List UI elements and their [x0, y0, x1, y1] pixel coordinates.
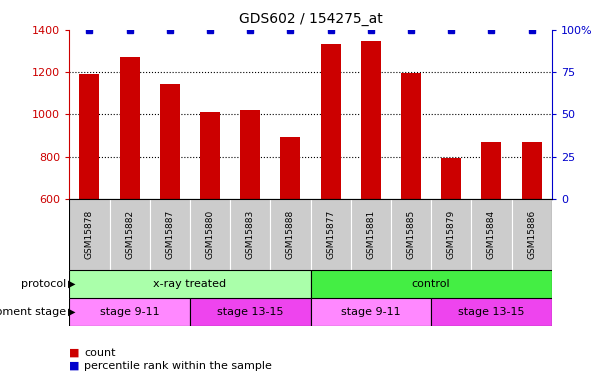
- Text: GSM15888: GSM15888: [286, 210, 295, 259]
- Bar: [270, 199, 311, 270]
- Text: ▶: ▶: [68, 279, 75, 289]
- Bar: [69, 298, 190, 326]
- Text: stage 9-11: stage 9-11: [341, 307, 400, 317]
- Bar: [431, 199, 472, 270]
- Text: ■: ■: [69, 361, 80, 370]
- Text: stage 9-11: stage 9-11: [100, 307, 159, 317]
- Bar: [119, 57, 140, 199]
- Bar: [511, 199, 552, 270]
- Bar: [69, 199, 110, 270]
- Text: GSM15887: GSM15887: [165, 210, 174, 259]
- Bar: [280, 136, 300, 199]
- Bar: [401, 73, 421, 199]
- Text: stage 13-15: stage 13-15: [458, 307, 525, 317]
- Bar: [311, 270, 552, 298]
- Bar: [240, 110, 260, 199]
- Title: GDS602 / 154275_at: GDS602 / 154275_at: [239, 12, 382, 26]
- Text: GSM15886: GSM15886: [527, 210, 536, 259]
- Bar: [230, 199, 270, 270]
- Bar: [311, 199, 351, 270]
- Bar: [69, 270, 311, 298]
- Bar: [321, 44, 341, 199]
- Bar: [361, 40, 381, 199]
- Text: protocol: protocol: [21, 279, 66, 289]
- Text: ▶: ▶: [68, 307, 75, 317]
- Bar: [110, 199, 150, 270]
- Bar: [351, 199, 391, 270]
- Text: GSM15877: GSM15877: [326, 210, 335, 259]
- Text: GSM15884: GSM15884: [487, 210, 496, 259]
- Text: GSM15882: GSM15882: [125, 210, 134, 259]
- Text: count: count: [84, 348, 116, 357]
- Bar: [441, 158, 461, 199]
- Bar: [522, 142, 541, 199]
- Text: GSM15881: GSM15881: [367, 210, 375, 259]
- Bar: [391, 199, 431, 270]
- Text: GSM15879: GSM15879: [447, 210, 456, 259]
- Bar: [190, 199, 230, 270]
- Bar: [190, 298, 311, 326]
- Bar: [481, 142, 502, 199]
- Bar: [160, 84, 180, 199]
- Bar: [80, 74, 99, 199]
- Text: GSM15880: GSM15880: [206, 210, 215, 259]
- Bar: [472, 199, 511, 270]
- Bar: [311, 298, 431, 326]
- Bar: [200, 112, 220, 199]
- Text: GSM15883: GSM15883: [246, 210, 254, 259]
- Text: control: control: [412, 279, 450, 289]
- Text: development stage: development stage: [0, 307, 66, 317]
- Text: stage 13-15: stage 13-15: [217, 307, 283, 317]
- Text: percentile rank within the sample: percentile rank within the sample: [84, 361, 273, 370]
- Text: ■: ■: [69, 348, 80, 357]
- Text: GSM15878: GSM15878: [85, 210, 94, 259]
- Text: x-ray treated: x-ray treated: [153, 279, 227, 289]
- Bar: [150, 199, 190, 270]
- Bar: [431, 298, 552, 326]
- Text: GSM15885: GSM15885: [406, 210, 415, 259]
